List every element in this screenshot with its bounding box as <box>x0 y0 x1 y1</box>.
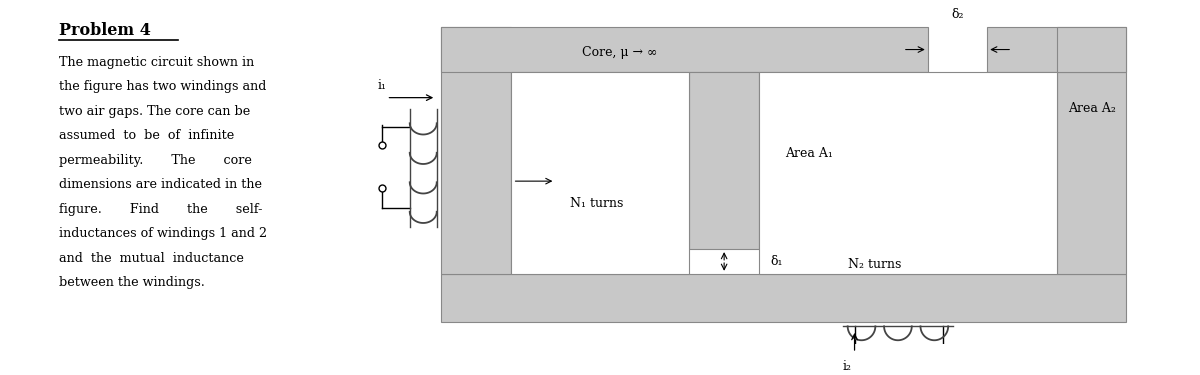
Bar <box>442 274 1127 322</box>
Text: two air gaps. The core can be: two air gaps. The core can be <box>59 105 250 118</box>
Text: dimensions are indicated in the: dimensions are indicated in the <box>59 178 262 191</box>
Text: assumed  to  be  of  infinite: assumed to be of infinite <box>59 129 234 142</box>
Bar <box>988 27 1127 72</box>
Text: Core, μ → ∞: Core, μ → ∞ <box>582 46 658 59</box>
Bar <box>758 72 1057 274</box>
Text: The magnetic circuit shown in: The magnetic circuit shown in <box>59 56 254 69</box>
Text: Problem 4: Problem 4 <box>59 22 151 39</box>
Bar <box>689 72 758 249</box>
Bar <box>442 27 511 274</box>
Text: N₂ turns: N₂ turns <box>848 258 901 271</box>
Text: i₁: i₁ <box>377 79 386 92</box>
Text: permeability.       The       core: permeability. The core <box>59 154 252 167</box>
Text: Area A₂: Area A₂ <box>1068 102 1116 115</box>
Bar <box>442 27 928 72</box>
Text: N₁ turns: N₁ turns <box>570 197 624 210</box>
Text: Area A₁: Area A₁ <box>785 147 833 160</box>
Bar <box>1057 72 1127 274</box>
Text: i₂: i₂ <box>842 360 851 373</box>
Text: δ₂: δ₂ <box>952 8 964 21</box>
Bar <box>1057 27 1127 72</box>
Text: the figure has two windings and: the figure has two windings and <box>59 80 266 93</box>
Text: between the windings.: between the windings. <box>59 276 205 290</box>
Text: and  the  mutual  inductance: and the mutual inductance <box>59 252 244 265</box>
Text: δ₁: δ₁ <box>770 255 784 268</box>
Text: inductances of windings 1 and 2: inductances of windings 1 and 2 <box>59 227 266 240</box>
Bar <box>511 72 689 274</box>
Text: figure.       Find       the       self-: figure. Find the self- <box>59 203 262 216</box>
